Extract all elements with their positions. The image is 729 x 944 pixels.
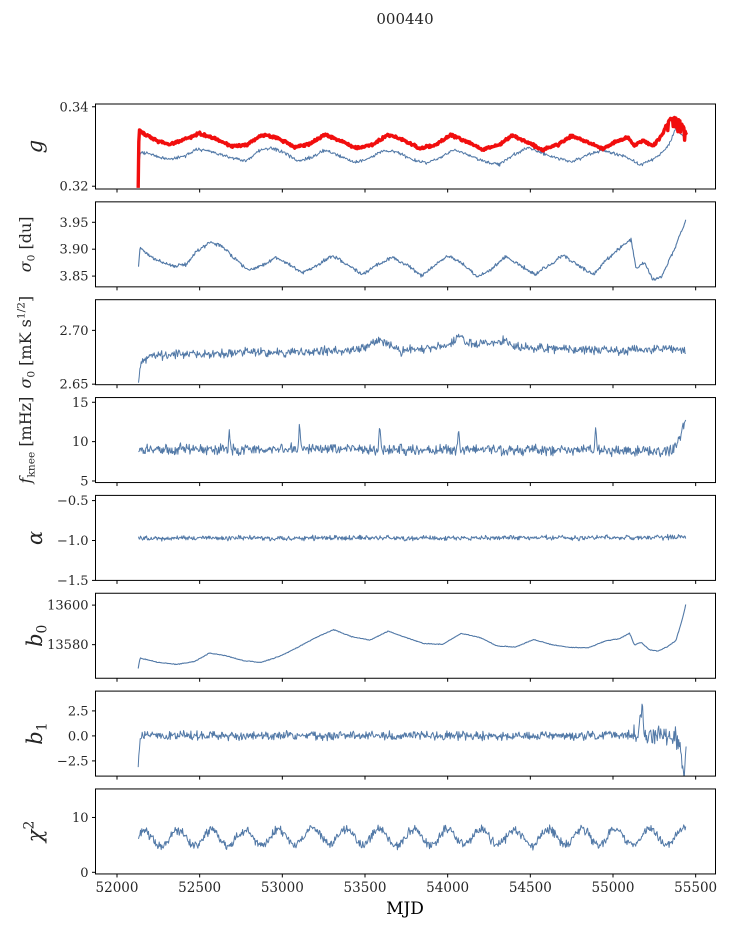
axes-frame-fknee [95,397,716,484]
x-tick-label: 53000 [261,880,304,896]
x-tick-label: 54500 [509,880,552,896]
y-tick-label: 15 [72,396,89,411]
ylabel-sigma0-du: σ0 [du] [16,216,38,272]
ylabel-chi2: χ2 [22,821,47,845]
y-tick-label: −1.5 [57,574,89,589]
series-b1 [137,703,687,777]
y-tick-label: 0 [80,866,88,881]
ylabel-b1: b1 [23,722,51,744]
axes-frame-g [95,103,716,190]
series-g-fit-red [136,115,689,188]
axes-frame-sigma0-du [95,201,716,288]
y-tick-label: 2.70 [60,324,89,339]
ylabel-g: g [23,140,47,153]
series-alpha [138,533,687,542]
x-tick-label: 55000 [592,880,635,896]
x-tick-label: 53500 [344,880,387,896]
figure-title: 000440 [376,10,434,28]
x-tick-label: 52500 [178,880,221,896]
panel-b1: 2.5 0.0 −2.5 b1 [23,690,716,780]
y-tick-label: 2.5 [68,704,89,719]
y-tick-label: 2.65 [60,378,89,393]
y-tick-label: −2.5 [57,754,89,769]
y-tick-label: 0.32 [60,180,89,195]
panel-sigma0-du: 3.85 3.90 3.95 σ0 [du] [16,201,716,291]
x-tick-label: 54000 [426,880,469,896]
y-tick-label: 13600 [47,599,88,614]
y-tick-label: 13580 [47,638,88,653]
series-chi2 [138,824,687,851]
series-g-raw-blue [138,127,687,183]
panel-alpha: −0.5 −1.0 −1.5 α [23,494,716,589]
series-fknee [138,419,687,458]
y-tick-label: −0.5 [57,494,89,509]
ylabel-fknee: fknee [mHz] [16,397,38,485]
x-tick-label: 52000 [96,880,139,896]
ylabel-alpha: α [23,531,47,545]
x-tick-label: 55500 [674,880,717,896]
panel-chi2: 0 10 52000 52500 53000 53500 54000 54500 55000 55… [22,788,717,896]
y-tick-label: 10 [72,435,89,450]
series-sigma0-du [137,219,687,281]
panel-fknee: 5 10 15 fknee [mHz] [16,396,716,489]
ylabel-sigma0-mk: σ0 [mK s1/2] [16,296,38,389]
y-tick-label: 3.85 [60,270,89,285]
axes-frame-b0 [95,592,716,679]
y-tick-label: 5 [80,474,88,489]
ylabel-b0: b0 [23,625,51,647]
panel-g: 0.32 0.34 g [23,100,716,195]
axes-frame-b1 [95,690,716,777]
y-tick-label: −1.0 [57,534,89,549]
series-sigma0-mk [138,333,686,383]
y-tick-label: 3.90 [60,243,89,258]
y-tick-label: 10 [72,811,89,826]
y-tick-label: 0.0 [68,729,89,744]
x-axis-label: MJD [386,899,424,919]
axes-frame-sigma0-mk [95,299,716,386]
panel-b0: 13580 13600 b0 [23,592,716,682]
series-b0 [137,604,687,669]
axes-frame-alpha [95,494,716,581]
panel-sigma0-mk: 2.65 2.70 σ0 [mK s1/2] [16,296,716,393]
axes-frame-chi2 [95,788,716,875]
y-tick-label: 3.95 [60,216,89,231]
y-tick-label: 0.34 [60,100,89,115]
